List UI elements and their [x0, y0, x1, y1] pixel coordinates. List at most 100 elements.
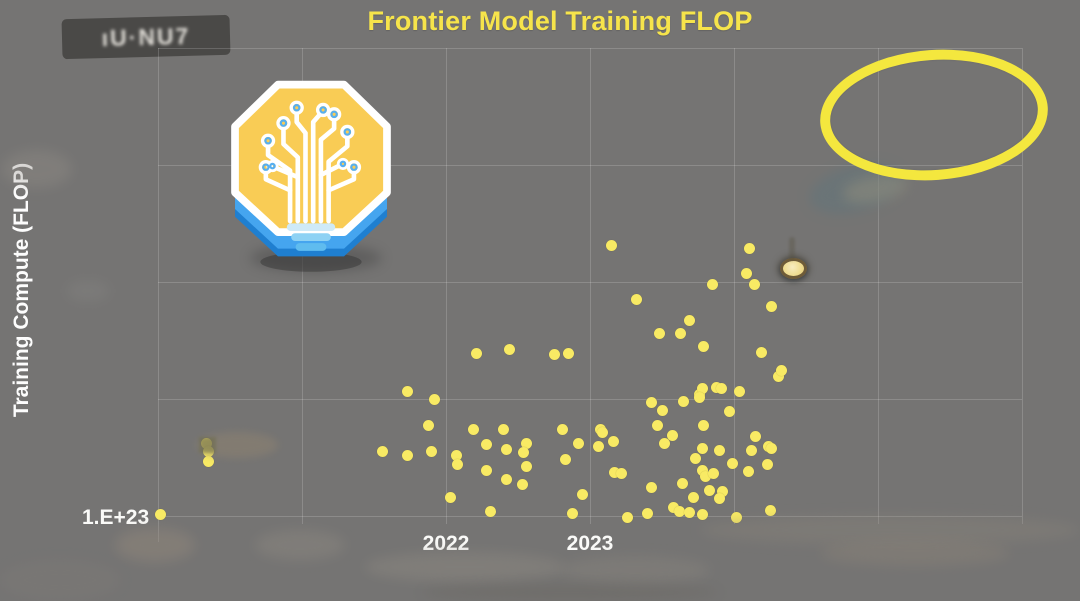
- data-point: [498, 423, 510, 435]
- x-gridline: [302, 48, 303, 524]
- data-point: [450, 449, 462, 461]
- data-point: [428, 393, 440, 405]
- x-gridline: [734, 48, 735, 524]
- data-point: [521, 461, 533, 473]
- data-point: [480, 464, 492, 476]
- data-point: [693, 392, 705, 404]
- data-point: [572, 437, 584, 449]
- data-point: [689, 453, 701, 465]
- y-gridline: [158, 165, 1022, 166]
- data-point: [377, 446, 389, 458]
- data-point: [764, 504, 776, 516]
- data-point: [741, 268, 753, 280]
- artifact-squiggle: [789, 237, 795, 261]
- data-point: [715, 382, 727, 394]
- data-point: [653, 327, 665, 339]
- x-gridline: [878, 48, 879, 524]
- data-point: [426, 446, 438, 458]
- y-gridline: [158, 282, 1022, 283]
- data-point: [652, 420, 664, 432]
- data-point: [503, 344, 515, 356]
- y-gridline: [158, 399, 1022, 400]
- data-point: [714, 492, 726, 504]
- data-point: [560, 454, 572, 466]
- data-point: [659, 437, 671, 449]
- data-point: [678, 395, 690, 407]
- data-point: [704, 484, 716, 496]
- data-point: [683, 315, 695, 327]
- data-point: [630, 294, 642, 306]
- data-point: [696, 382, 708, 394]
- data-point: [452, 459, 464, 471]
- data-point: [745, 444, 757, 456]
- data-point: [567, 508, 579, 520]
- data-point: [699, 470, 711, 482]
- data-point: [706, 278, 718, 290]
- data-point: [656, 405, 668, 417]
- data-point: [673, 505, 685, 517]
- data-point: [485, 505, 497, 517]
- data-point: [516, 478, 528, 490]
- data-point: [606, 240, 618, 252]
- data-point: [202, 455, 214, 467]
- data-point: [470, 347, 482, 359]
- data-point: [577, 489, 589, 501]
- data-point: [621, 511, 633, 523]
- data-point: [646, 482, 658, 494]
- circuit-lightbulb-icon: [231, 80, 391, 272]
- artifact-smudge: [199, 437, 216, 453]
- data-point: [597, 427, 609, 439]
- data-point: [696, 464, 708, 476]
- data-point: [423, 420, 435, 432]
- data-point: [557, 423, 569, 435]
- data-point: [500, 443, 512, 455]
- data-point: [776, 365, 788, 377]
- data-point: [500, 474, 512, 486]
- data-point: [744, 242, 756, 254]
- data-point: [616, 468, 628, 480]
- data-point: [608, 467, 620, 479]
- data-point: [401, 386, 413, 398]
- data-point: [698, 340, 710, 352]
- data-point: [761, 459, 773, 471]
- data-point: [518, 447, 530, 459]
- x-gridline: [1022, 48, 1023, 524]
- data-point: [716, 485, 728, 497]
- data-point: [773, 371, 785, 383]
- data-point: [765, 301, 777, 313]
- x-gridline: [446, 48, 447, 524]
- data-point: [696, 442, 708, 454]
- data-point: [698, 420, 710, 432]
- data-point: [642, 508, 654, 520]
- data-point: [742, 466, 754, 478]
- data-point: [675, 327, 687, 339]
- data-point: [666, 429, 678, 441]
- data-point: [750, 430, 762, 442]
- data-point: [708, 468, 720, 480]
- chart-title: Frontier Model Training FLOP: [367, 6, 753, 36]
- data-point: [727, 457, 739, 469]
- data-point: [562, 347, 574, 359]
- data-point: [467, 423, 479, 435]
- data-point: [755, 346, 767, 358]
- x-gridline: [590, 48, 591, 524]
- data-point: [401, 449, 413, 461]
- y-gridline: [158, 48, 1022, 49]
- data-point: [714, 444, 726, 456]
- data-point: [444, 491, 456, 503]
- data-point: [748, 278, 760, 290]
- highlight-point: [780, 257, 808, 279]
- data-point: [688, 491, 700, 503]
- data-point: [676, 477, 688, 489]
- data-point: [765, 442, 777, 454]
- data-point: [521, 437, 533, 449]
- data-point: [593, 441, 605, 453]
- x-tick-label: 2022: [422, 532, 470, 555]
- data-point: [607, 435, 619, 447]
- data-point: [548, 349, 560, 361]
- y-tick-label: 1.E+23: [82, 506, 150, 529]
- data-point: [696, 509, 708, 521]
- y-gridline: [158, 516, 1022, 517]
- data-point: [155, 509, 167, 521]
